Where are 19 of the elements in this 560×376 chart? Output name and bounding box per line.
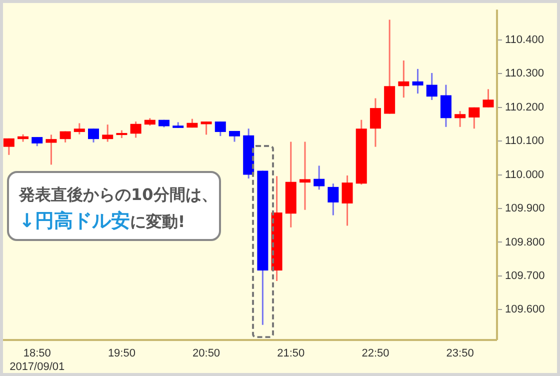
- annotation: 発表直後からの10分間は、: [19, 184, 218, 206]
- x-tick-label: 20:50: [192, 348, 220, 360]
- x-tick-label: 21:50: [277, 348, 305, 360]
- annotation: ↓円高ドル安: [19, 210, 130, 232]
- annotation: に変動!: [130, 212, 186, 231]
- x-tick-label: 23:50: [446, 348, 474, 360]
- y-tick-label: 110.300: [505, 68, 544, 80]
- y-tick-label: 110.200: [505, 101, 544, 114]
- y-tick-label: 109.900: [505, 202, 545, 215]
- y-tick-label: 110.100: [505, 135, 544, 148]
- y-tick-label: 109.800: [505, 236, 545, 248]
- x-tick-label: 18:50: [23, 348, 51, 360]
- text: 2017/09/01: [10, 361, 65, 373]
- y-tick-label: 109.700: [505, 270, 545, 282]
- x-tick-label: 19:50: [108, 348, 136, 360]
- y-tick-label: 109.600: [505, 304, 545, 316]
- y-tick-label: 110.400: [505, 34, 544, 46]
- y-tick-label: 110.000: [505, 168, 544, 181]
- x-tick-label: 22:50: [362, 348, 390, 360]
